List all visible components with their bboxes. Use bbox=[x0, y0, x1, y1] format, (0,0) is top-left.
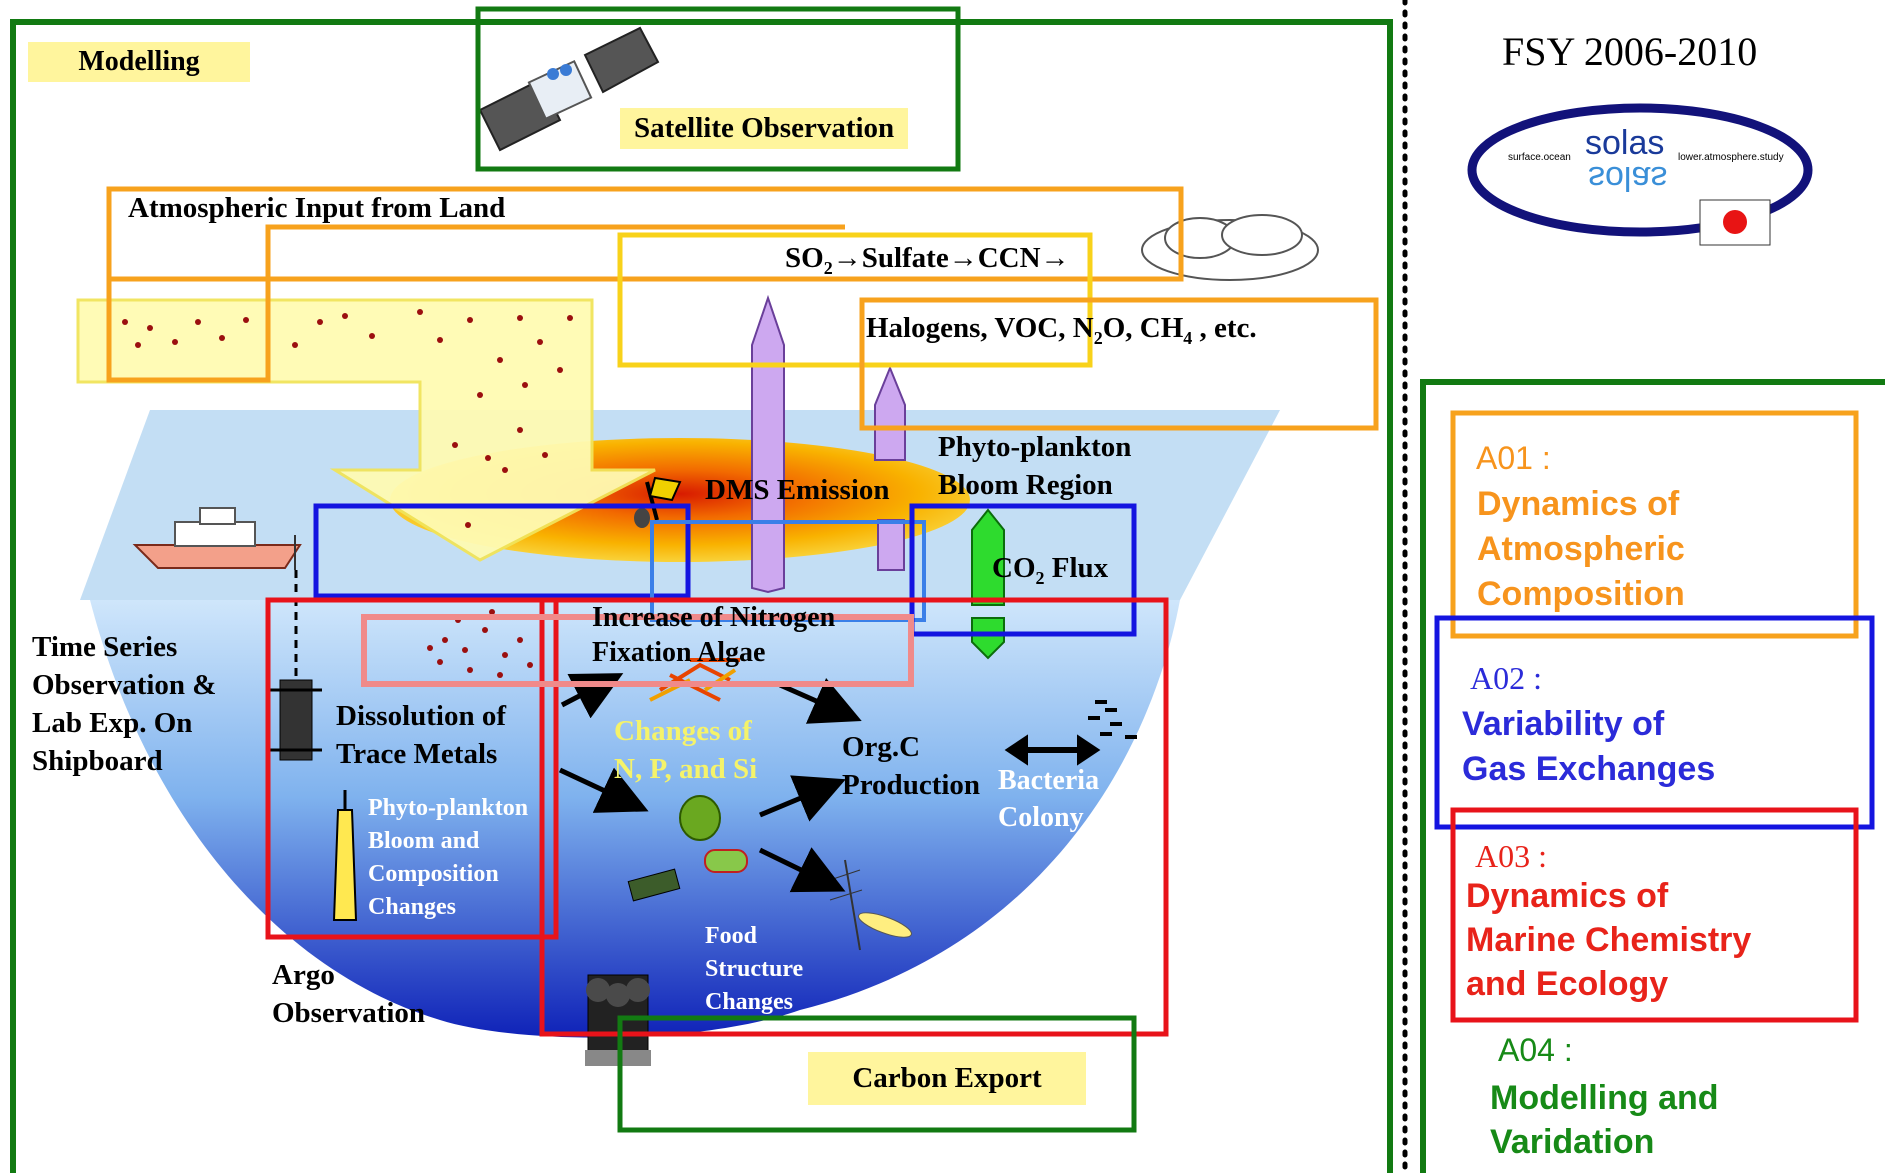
box-satellite bbox=[475, 6, 961, 172]
dms-label: DMS Emission bbox=[705, 474, 890, 506]
carbon-export-label: Carbon Export bbox=[808, 1052, 1086, 1105]
solas-logo-mirror: solas bbox=[1588, 159, 1668, 197]
sidebar-box-a01 bbox=[1450, 410, 1859, 639]
purple-arrow-2 bbox=[874, 365, 906, 461]
box-halogens bbox=[859, 297, 1379, 431]
so2-pre: SO bbox=[785, 242, 824, 274]
box-dissolution bbox=[265, 597, 559, 940]
co2-label: CO2 Flux bbox=[992, 552, 1108, 589]
buoy-flag-icon bbox=[634, 476, 682, 528]
cloud-icon bbox=[1141, 214, 1319, 281]
box-carbon-export bbox=[617, 1015, 1137, 1133]
argo-label: Argo Observation bbox=[272, 959, 426, 1029]
purple-arrow-2-base bbox=[877, 519, 905, 571]
bacteria-label: Bacteria Colony bbox=[998, 765, 1100, 833]
halogens-label: Halogens, VOC, N2O, CH4 , etc. bbox=[866, 312, 1257, 349]
bacteria-double-arrow bbox=[1004, 734, 1101, 766]
a01-code: A01 : bbox=[1476, 440, 1551, 476]
sidebar-box-a02 bbox=[1434, 615, 1875, 830]
a02-title: Variability of Gas Exchanges bbox=[1462, 705, 1716, 788]
a03-title: Dynamics of Marine Chemistry and Ecology bbox=[1466, 877, 1752, 1003]
nitrogen-label: Increase of Nitrogen Fixation Algae bbox=[592, 602, 836, 668]
a04-title: Modelling and Varidation bbox=[1490, 1079, 1719, 1161]
halogens-post: , etc. bbox=[1192, 312, 1257, 344]
overlay-boxes bbox=[106, 6, 1379, 1133]
box-dms-blue bbox=[313, 503, 691, 599]
atm-input-label: Atmospheric Input from Land bbox=[128, 192, 506, 224]
phyto-bloom-region-label: Phyto-plankton Bloom Region bbox=[938, 431, 1132, 501]
co2-pre: CO bbox=[992, 552, 1036, 584]
modelling-label: Modelling bbox=[28, 42, 250, 82]
aerosol-particles bbox=[122, 309, 573, 678]
orgc-label: Org.C Production bbox=[842, 731, 981, 801]
dissolution-label: Dissolution of Trace Metals bbox=[336, 700, 507, 770]
satellite-icon bbox=[478, 26, 660, 152]
ship-icon bbox=[132, 507, 302, 570]
box-marine bbox=[539, 597, 1169, 1037]
box-co2 bbox=[909, 503, 1137, 637]
outer-frame bbox=[10, 19, 1393, 1173]
co2-sub: 2 bbox=[1035, 567, 1045, 588]
time-series-label: Time Series Observation & Lab Exp. On Sh… bbox=[32, 631, 217, 777]
co2-post: Flux bbox=[1044, 552, 1109, 584]
co2-arrow-up bbox=[971, 508, 1005, 606]
argo-float-icon bbox=[332, 790, 358, 921]
halogens-sub2: 4 bbox=[1183, 327, 1193, 348]
so2-post: →Sulfate→CCN→ bbox=[832, 242, 1070, 274]
copepod-icon bbox=[829, 859, 912, 951]
solas-logo-left-text: surface.ocean bbox=[1508, 152, 1571, 163]
a02-code: A02 : bbox=[1470, 660, 1542, 696]
a01-title: Dynamics of Atmospheric Composition bbox=[1477, 485, 1685, 613]
satellite-label: Satellite Observation bbox=[620, 108, 909, 149]
sediment-trap-icon bbox=[270, 679, 322, 761]
solas-logo-word: solas bbox=[1585, 124, 1665, 162]
food-label: Food Structure Changes bbox=[705, 923, 804, 1015]
changes-nps-label: Changes of N, P, and Si bbox=[614, 715, 758, 785]
a03-code: A03 : bbox=[1475, 838, 1547, 874]
so2-sub: 2 bbox=[823, 257, 833, 278]
a04-code: A04 : bbox=[1498, 1032, 1573, 1068]
bacteria-icon bbox=[1088, 700, 1137, 739]
box-nitrogen bbox=[361, 614, 914, 687]
phyto-bloom-comp-label: Phyto-plankton Bloom and Composition Cha… bbox=[368, 795, 529, 920]
purple-arrow-1 bbox=[751, 294, 785, 594]
solas-logo bbox=[1467, 103, 1813, 246]
box-atm-input-left bbox=[106, 189, 845, 383]
halogens-sub1: 2 bbox=[1093, 327, 1103, 348]
plankton-icon bbox=[627, 795, 748, 902]
sidebar-frame bbox=[1420, 379, 1885, 1173]
so2-label: SO2→Sulfate→CCN→ bbox=[785, 242, 1070, 279]
fsy-title: FSY 2006-2010 bbox=[1502, 29, 1758, 74]
halogens-mid: O, CH bbox=[1102, 312, 1184, 344]
halogens-pre: Halogens, VOC, N bbox=[866, 312, 1094, 344]
co2-arrow-down bbox=[971, 617, 1005, 660]
solas-logo-right-text: lower.atmosphere.study bbox=[1678, 152, 1784, 163]
sidebar-box-a03 bbox=[1450, 807, 1859, 1023]
